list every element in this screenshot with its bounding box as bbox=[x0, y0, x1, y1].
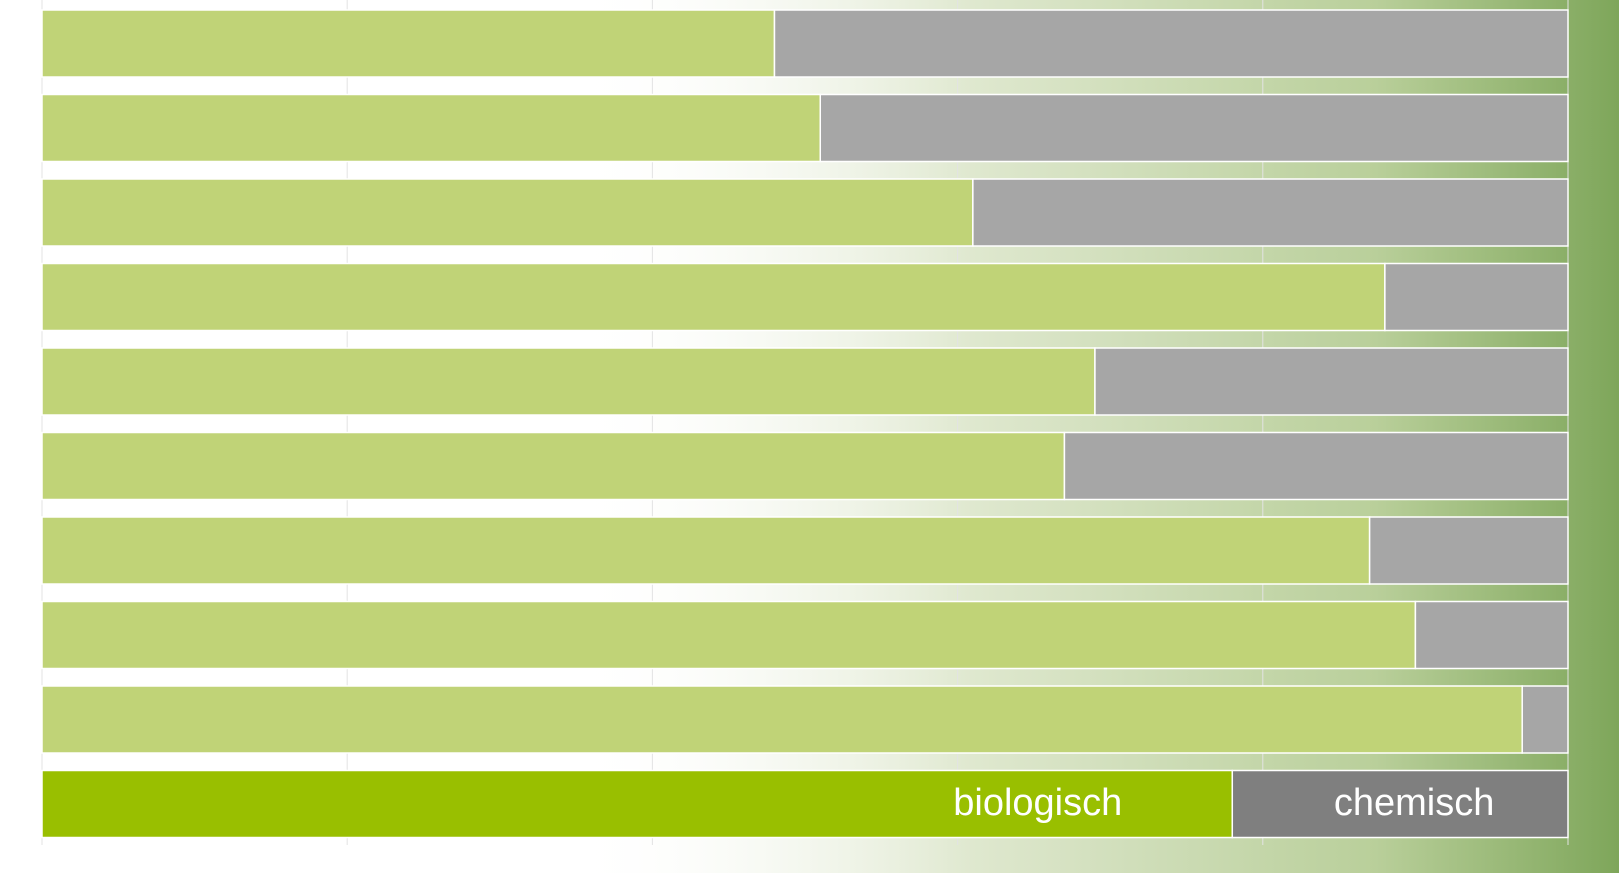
bar-segment bbox=[41, 262, 1386, 332]
bar-segment bbox=[1521, 685, 1569, 754]
bar-segment bbox=[41, 516, 1371, 585]
bar-segment bbox=[1094, 347, 1569, 416]
bar-segment bbox=[1414, 600, 1569, 670]
bar-segment bbox=[1231, 769, 1569, 839]
legend-label: biologisch bbox=[953, 782, 1122, 824]
bar-segment bbox=[1063, 431, 1569, 501]
bar-segment bbox=[773, 9, 1569, 78]
bar-segment bbox=[819, 93, 1569, 163]
bar-segment bbox=[41, 347, 1096, 416]
bar-segment bbox=[41, 178, 974, 247]
bar-segment bbox=[41, 431, 1066, 501]
bar-segment bbox=[41, 93, 822, 163]
bar-segment bbox=[972, 178, 1569, 247]
legend-label: chemisch bbox=[1334, 782, 1495, 824]
bar-segment bbox=[41, 600, 1417, 670]
bar-segment bbox=[41, 9, 776, 78]
bar-segment bbox=[1384, 262, 1569, 332]
bar-segment bbox=[41, 685, 1523, 754]
bar-segment bbox=[1368, 516, 1569, 585]
